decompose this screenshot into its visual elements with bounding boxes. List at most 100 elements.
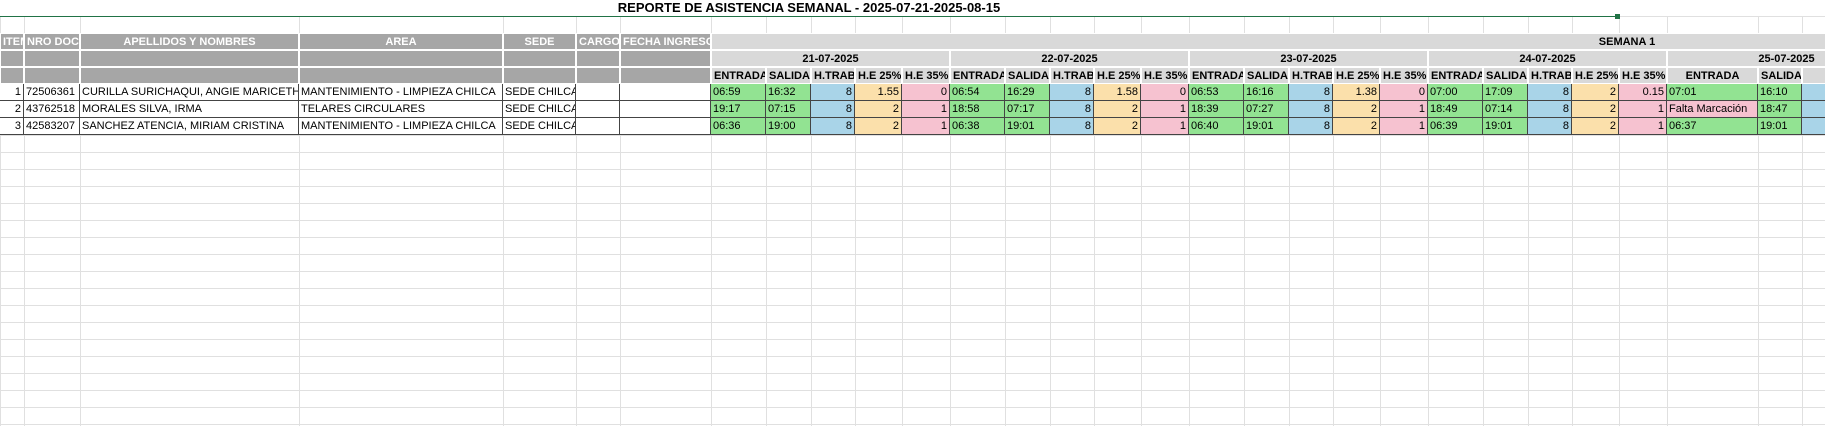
col-line: [1005, 16, 1006, 426]
cell-sede: SEDE CHILCA: [503, 84, 576, 101]
cell-doc: 42583207: [24, 118, 80, 135]
day-cell: 1: [1141, 101, 1189, 118]
col-line: [1758, 16, 1759, 426]
day-cell: 8: [811, 101, 855, 118]
row-line: [0, 203, 1825, 204]
column-header: ITEM: [0, 33, 24, 50]
day-column-header: SALIDA: [1244, 67, 1289, 84]
cell-sede: SEDE CHILCA: [503, 118, 576, 135]
day-cell: 19:01: [1244, 118, 1289, 135]
day-cell: 07:00: [1428, 84, 1483, 101]
row-line: [0, 390, 1825, 391]
day-cell: 07:27: [1244, 101, 1289, 118]
day-cell: 1: [1380, 118, 1428, 135]
col-line: [811, 16, 812, 426]
day-column-header: SALIDA: [1005, 67, 1050, 84]
date-header: 21-07-2025: [711, 50, 950, 67]
column-header: NRO DOC: [24, 33, 80, 50]
row-line: [0, 356, 1825, 357]
col-line: [1528, 16, 1529, 426]
day-cell: 0: [1380, 84, 1428, 101]
day-cell: 18:58: [950, 101, 1005, 118]
day-cell: 19:01: [1483, 118, 1528, 135]
day-cell: 19:00: [766, 118, 811, 135]
day-cell: 0: [1141, 84, 1189, 101]
col-line: [766, 16, 767, 426]
date-header: 25-07-2025: [1667, 50, 1825, 67]
cell-blank: [620, 101, 711, 118]
day-cell: 06:37: [1667, 118, 1758, 135]
day-cell: [1802, 101, 1825, 118]
header-blank: [503, 67, 576, 84]
cell-blank: [620, 118, 711, 135]
day-cell: 06:54: [950, 84, 1005, 101]
day-cell: 0: [902, 84, 950, 101]
row-line: [0, 169, 1825, 170]
day-cell: 1.38: [1333, 84, 1380, 101]
col-line: [1189, 16, 1190, 426]
row-line: [0, 254, 1825, 255]
day-cell: 8: [1050, 101, 1094, 118]
day-column-header: ENTRADA: [711, 67, 766, 84]
col-line: [1667, 16, 1668, 426]
day-column-header: H.E 35%: [1380, 67, 1428, 84]
col-line: [503, 16, 504, 426]
day-cell: 06:36: [711, 118, 766, 135]
day-column-header: H.E 35%: [1619, 67, 1667, 84]
row-line: [0, 186, 1825, 187]
row-line: [0, 305, 1825, 306]
cell-area: MANTENIMIENTO - LIMPIEZA CHILCA: [299, 118, 503, 135]
day-cell: 8: [811, 118, 855, 135]
col-line: [1619, 16, 1620, 426]
day-cell: 2: [1094, 118, 1141, 135]
day-column-header: ENTRADA: [1428, 67, 1483, 84]
header-blank: [299, 50, 503, 67]
col-line: [1483, 16, 1484, 426]
day-cell: 8: [1289, 84, 1333, 101]
cell-doc: 72506361: [24, 84, 80, 101]
selection-handle: [1615, 14, 1620, 19]
col-line: [711, 16, 712, 426]
day-column-header: H.TRAB: [1050, 67, 1094, 84]
day-cell: 06:39: [1428, 118, 1483, 135]
col-line: [1094, 16, 1095, 426]
day-cell: 19:17: [711, 101, 766, 118]
day-cell: 18:39: [1189, 101, 1244, 118]
day-column-header: H.E 35%: [1141, 67, 1189, 84]
day-cell: 2: [1094, 101, 1141, 118]
day-cell: 07:17: [1005, 101, 1050, 118]
week-header: SEMANA 1: [711, 33, 1825, 50]
header-blank: [80, 50, 299, 67]
col-line: [0, 16, 1, 426]
column-header: APELLIDOS Y NOMBRES: [80, 33, 299, 50]
day-cell: 1: [1619, 101, 1667, 118]
day-cell: 07:15: [766, 101, 811, 118]
col-line: [1380, 16, 1381, 426]
col-line: [1289, 16, 1290, 426]
row-line: [0, 407, 1825, 408]
day-cell: 0.15: [1619, 84, 1667, 101]
day-column-header: H.E 35%: [902, 67, 950, 84]
day-cell: 1: [1380, 101, 1428, 118]
col-line: [1428, 16, 1429, 426]
day-cell: 2: [855, 101, 902, 118]
day-cell: 8: [1528, 118, 1572, 135]
cell-name: MORALES SILVA, IRMA: [80, 101, 299, 118]
day-cell: 16:32: [766, 84, 811, 101]
row-line: [0, 322, 1825, 323]
header-blank: [503, 50, 576, 67]
day-cell: 1: [902, 118, 950, 135]
day-cell: 18:47: [1758, 101, 1802, 118]
row-line: [0, 339, 1825, 340]
cell-item: 1: [0, 84, 24, 101]
day-cell: 18:49: [1428, 101, 1483, 118]
day-cell: 07:14: [1483, 101, 1528, 118]
day-cell: 16:10: [1758, 84, 1802, 101]
day-column-header: H.E 25%: [1333, 67, 1380, 84]
day-cell: 2: [855, 118, 902, 135]
cell-blank: [620, 84, 711, 101]
row-line: [0, 152, 1825, 153]
header-blank: [0, 67, 24, 84]
column-header: SEDE: [503, 33, 576, 50]
